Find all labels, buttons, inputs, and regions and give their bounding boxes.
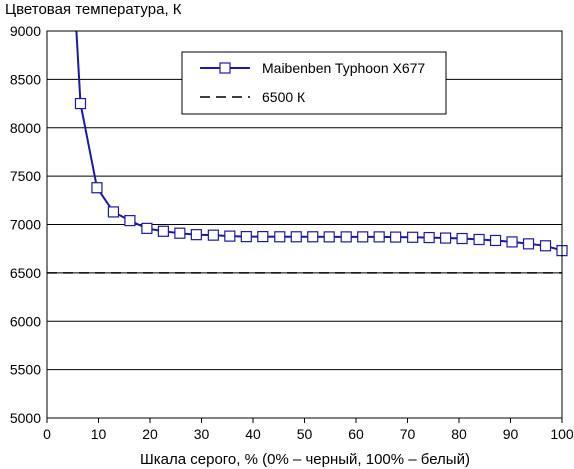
data-point-64.5 (373, 231, 385, 243)
data-point-6.5 (74, 97, 87, 110)
data-point-80.6 (456, 232, 468, 245)
legend: Maibenben Typhoon X677 6500 К (181, 51, 447, 115)
data-point-83.9 (473, 233, 485, 246)
x-axis-title: Шкала серого, % (0% – черный, 100% – бел… (140, 451, 470, 468)
y-axis-title: Цветовая температура, К (5, 1, 182, 18)
data-point-25.8 (174, 227, 186, 239)
x-tick-label-20: 20 (142, 426, 158, 442)
data-point-38.7 (240, 230, 252, 243)
x-tick-label-30: 30 (194, 426, 210, 442)
data-point-67.7 (390, 231, 402, 243)
x-tick-label-100: 100 (550, 426, 574, 442)
y-tick-label-7000: 7000 (10, 217, 41, 233)
legend-box (181, 51, 447, 115)
data-point-71 (407, 231, 419, 243)
data-point-41.9 (257, 230, 269, 243)
legend-label-6500k: 6500 К (262, 89, 306, 105)
data-point-35.5 (224, 230, 236, 242)
data-point-16.1 (124, 215, 136, 227)
y-tick-label-8500: 8500 (10, 71, 41, 87)
data-point-96.8 (539, 240, 552, 252)
data-point-61.3 (357, 231, 369, 243)
legend-marker-maibenben (219, 62, 231, 74)
data-point-9.7 (91, 182, 103, 194)
y-tick-label-5500: 5500 (10, 362, 41, 378)
x-tick-label-50: 50 (297, 426, 313, 442)
y-tick-label-9000: 9000 (10, 23, 41, 39)
x-tick-label-40: 40 (245, 426, 261, 442)
data-point-93.5 (522, 238, 535, 250)
data-point-22.6 (157, 225, 169, 237)
legend-label-maibenben: Maibenben Typhoon X677 (262, 60, 425, 76)
data-point-45.2 (274, 231, 286, 243)
axes: 5000 5500 6000 6500 7000 7500 8000 8500 9000 0 10 2… (10, 23, 574, 442)
data-point-74.2 (423, 231, 435, 244)
data-point-51.6 (307, 231, 319, 243)
y-tick-label-8000: 8000 (10, 120, 41, 136)
y-tick-label-6500: 6500 (10, 265, 41, 281)
data-point-87.1 (489, 234, 502, 247)
x-tick-label-0: 0 (43, 426, 51, 442)
x-tick-label-70: 70 (400, 426, 416, 442)
data-point-12.9 (107, 206, 120, 218)
data-point-29 (190, 229, 202, 241)
data-point-19.4 (141, 222, 153, 234)
data-point-54.8 (323, 231, 335, 243)
data-point-32.3 (207, 229, 219, 241)
x-tick-label-10: 10 (91, 426, 107, 442)
x-tick-label-90: 90 (503, 426, 519, 442)
x-tick-label-80: 80 (451, 426, 467, 442)
data-point-58.1 (340, 231, 352, 243)
data-point-90.3 (506, 236, 518, 248)
y-tick-label-7500: 7500 (10, 168, 41, 184)
y-tick-label-5000: 5000 (10, 410, 41, 426)
y-tick-label-6000: 6000 (10, 313, 41, 329)
data-point-77.4 (440, 232, 452, 244)
x-tick-label-60: 60 (348, 426, 364, 442)
data-point-48.4 (290, 231, 302, 243)
